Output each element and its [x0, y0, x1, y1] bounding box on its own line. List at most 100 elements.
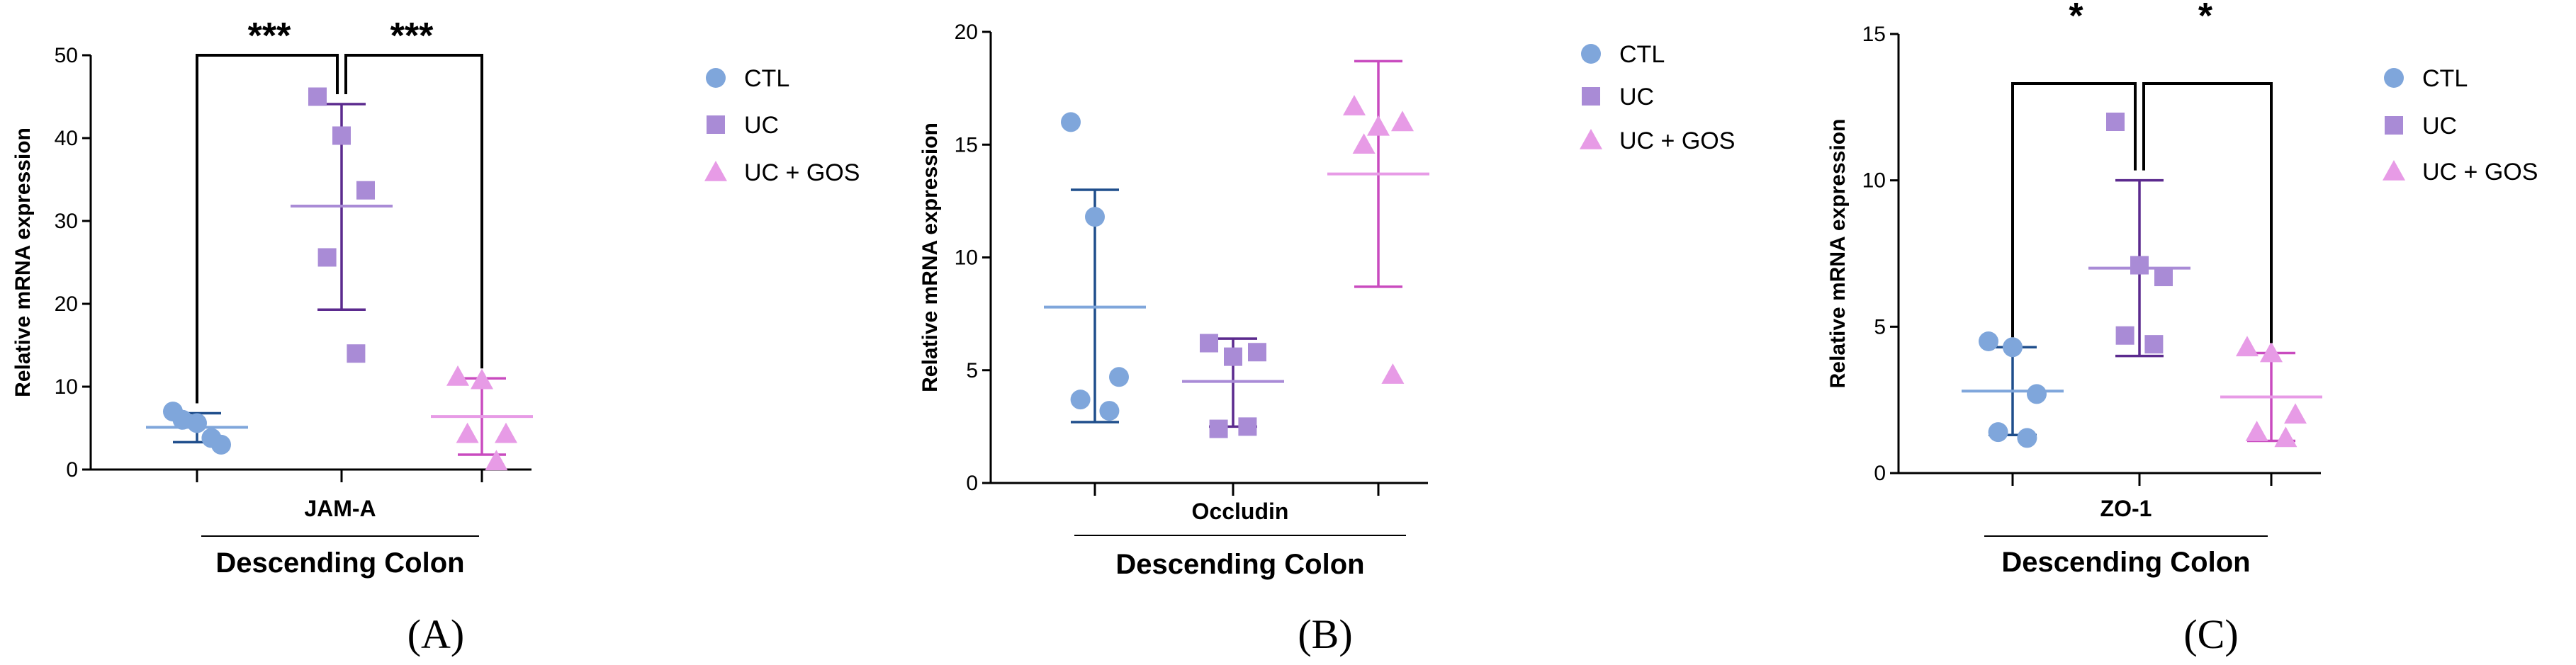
data-point	[2144, 335, 2164, 354]
data-point	[2017, 428, 2037, 448]
panel-letter: (B)	[1298, 611, 1352, 657]
data-point	[2274, 426, 2297, 448]
data-point	[1343, 95, 1366, 115]
legend: CTL UC UC + GOS	[1580, 41, 1735, 154]
y-tick-label: 0	[966, 472, 978, 495]
data-point	[356, 181, 375, 200]
data-point	[495, 422, 517, 443]
data-point	[201, 428, 222, 448]
data-point	[446, 365, 469, 386]
legend-label: UC	[2422, 113, 2457, 140]
series-ucgos	[1327, 59, 1429, 384]
series-ucgos	[431, 365, 533, 471]
data-point	[1200, 334, 1218, 353]
data-point	[485, 450, 508, 471]
legend: CTL UC UC + GOS	[2383, 65, 2538, 186]
y-tick-label: 20	[955, 21, 978, 44]
bracket-line	[2011, 82, 2137, 338]
data-point	[2260, 341, 2283, 363]
y-tick-label: 50	[55, 44, 78, 67]
significance-label: ***	[390, 16, 434, 57]
series-ctl	[1044, 112, 1146, 424]
legend-label: UC	[744, 112, 779, 139]
significance-bracket: *	[2142, 0, 2273, 343]
y-axis-title: Relative mRNA expression	[918, 123, 942, 392]
data-point	[2284, 403, 2307, 424]
group-label: Descending Colon	[2001, 547, 2250, 578]
y-tick-label: 10	[1862, 169, 1886, 193]
series-ucgos	[2220, 336, 2322, 448]
data-point	[471, 368, 493, 390]
data-point	[1085, 207, 1105, 227]
data-point	[1988, 422, 2008, 443]
series-ctl	[1962, 331, 2064, 448]
data-point	[172, 409, 193, 430]
legend-marker	[706, 68, 726, 88]
data-point	[2115, 326, 2135, 345]
y-axis-title: Relative mRNA expression	[11, 127, 35, 397]
data-point	[1381, 363, 1405, 384]
significance-bracket: ***	[196, 16, 339, 404]
data-point	[1224, 347, 1242, 366]
y-tick-label: 5	[966, 359, 978, 382]
series-uc	[291, 87, 393, 363]
panel-letter: (C)	[2183, 611, 2238, 657]
data-point	[1109, 367, 1129, 387]
data-point	[2106, 113, 2125, 131]
data-point	[1209, 419, 1228, 438]
data-point	[2003, 337, 2023, 358]
legend-label: UC + GOS	[1619, 127, 1735, 154]
y-tick-label: 0	[66, 458, 78, 482]
bracket-line	[2142, 82, 2273, 343]
legend-label: CTL	[1619, 41, 1665, 68]
y-axis-title: Relative mRNA expression	[1826, 119, 1850, 389]
y-tick-label: 10	[55, 375, 78, 399]
data-point	[1979, 331, 1998, 351]
data-point	[2236, 336, 2259, 357]
legend-marker	[1580, 129, 1602, 149]
y-tick-label: 15	[955, 133, 978, 157]
y-tick-label: 10	[955, 246, 978, 270]
significance-label: ***	[248, 16, 291, 57]
legend-marker	[1581, 44, 1601, 64]
y-tick-label: 20	[55, 292, 78, 316]
data-point	[1099, 401, 1120, 421]
chart-panel-occludin: 0 5 10 15 20 Relative mRNA expression Occludin…	[918, 21, 1735, 657]
y-tick-label: 40	[55, 127, 78, 150]
data-point	[1367, 115, 1390, 136]
y-tick-label: 0	[1874, 462, 1886, 485]
legend-marker	[2385, 116, 2403, 135]
legend: CTL UC UC + GOS	[704, 65, 860, 186]
y-tick-label: 5	[1874, 315, 1886, 339]
gene-label: JAM-A	[304, 496, 376, 521]
data-point	[2130, 256, 2149, 275]
data-point	[2154, 268, 2173, 287]
series-uc	[2088, 113, 2190, 358]
data-point	[308, 87, 327, 106]
legend-marker	[707, 115, 725, 134]
y-tick-label: 30	[55, 210, 78, 233]
data-point	[1070, 390, 1091, 410]
significance-bracket: ***	[344, 16, 483, 369]
bracket-line	[196, 54, 339, 404]
data-point	[1061, 112, 1081, 132]
significance-label: *	[2069, 0, 2083, 37]
data-point	[2027, 384, 2047, 404]
gene-label: Occludin	[1192, 499, 1289, 524]
data-point	[332, 126, 351, 145]
panel-letter: (A)	[407, 611, 465, 657]
data-point	[1391, 110, 1414, 132]
legend-marker	[2383, 160, 2405, 181]
legend-label: CTL	[744, 65, 789, 92]
data-point	[1352, 133, 1376, 154]
data-point	[1238, 417, 1257, 436]
chart-panel-zo-1: 0 5 10 15 Relative mRNA expression ZO-1 Descen…	[1826, 0, 2538, 657]
legend-label: UC + GOS	[2422, 159, 2538, 186]
gene-label: ZO-1	[2100, 496, 2152, 521]
data-point	[456, 422, 479, 443]
data-point	[2245, 421, 2268, 441]
legend-marker	[1582, 87, 1600, 106]
group-label: Descending Colon	[1115, 549, 1364, 580]
significance-label: *	[2198, 0, 2213, 37]
